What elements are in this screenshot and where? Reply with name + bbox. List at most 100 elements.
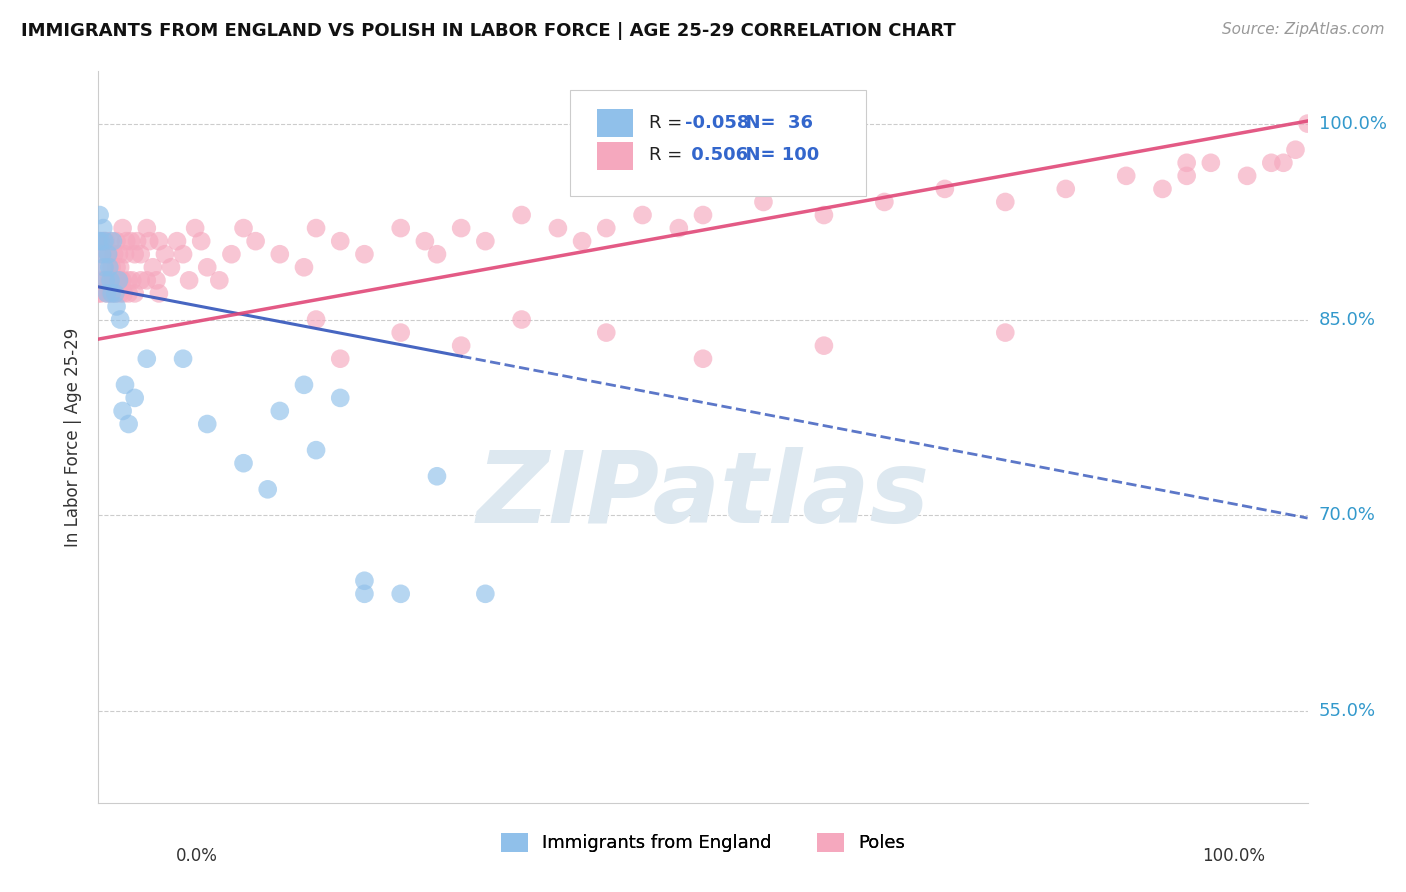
Point (93, 260, 115, 275)
Point (90, 234, 112, 248)
Point (668, 221, 690, 235)
Point (179, 273, 201, 287)
Point (87, 234, 110, 248)
Text: 70.0%: 70.0% (1319, 507, 1375, 524)
Point (101, 273, 124, 287)
Point (208, 273, 231, 287)
Point (166, 234, 188, 248)
Point (692, 208, 714, 222)
Y-axis label: In Labor Force | Age 25-29: In Labor Force | Age 25-29 (65, 327, 83, 547)
Text: 0.0%: 0.0% (176, 847, 218, 864)
Point (91, 221, 114, 235)
Point (595, 326, 617, 340)
Point (110, 273, 132, 287)
Point (353, 574, 375, 588)
Point (107, 273, 129, 287)
Text: 85.0%: 85.0% (1319, 310, 1375, 328)
Text: R =: R = (648, 114, 688, 132)
Point (994, 326, 1017, 340)
Point (172, 247, 194, 261)
Point (115, 234, 138, 248)
Point (195, 260, 218, 275)
Point (245, 234, 267, 248)
Point (595, 221, 617, 235)
Legend: Immigrants from England, Poles: Immigrants from England, Poles (494, 826, 912, 860)
Point (127, 234, 149, 248)
Point (329, 234, 352, 248)
Point (148, 286, 170, 301)
Point (1115, 169, 1137, 183)
Text: 100.0%: 100.0% (1319, 114, 1386, 133)
Point (692, 351, 714, 366)
Text: R =: R = (648, 146, 688, 164)
Point (111, 273, 134, 287)
Point (450, 221, 472, 235)
Point (108, 247, 131, 261)
Point (1054, 182, 1077, 196)
Text: 100.0%: 100.0% (1202, 847, 1265, 864)
Point (135, 273, 157, 287)
Point (94, 273, 117, 287)
Point (510, 312, 533, 326)
Point (426, 247, 449, 261)
Point (389, 221, 412, 235)
Point (153, 247, 176, 261)
Point (89, 208, 111, 222)
Point (474, 234, 496, 248)
Point (100, 234, 122, 248)
Point (1175, 169, 1198, 183)
Point (93, 234, 115, 248)
Point (190, 234, 212, 248)
Point (91, 247, 114, 261)
Point (138, 234, 160, 248)
Point (111, 404, 134, 418)
Point (124, 286, 146, 301)
Point (91, 234, 114, 248)
Point (172, 351, 194, 366)
Point (105, 234, 128, 248)
Point (305, 221, 328, 235)
Point (329, 351, 352, 366)
Point (232, 456, 254, 470)
Point (1236, 169, 1258, 183)
Text: 0.506: 0.506 (685, 146, 748, 164)
FancyBboxPatch shape (596, 143, 633, 170)
Point (547, 221, 569, 235)
Point (100, 260, 122, 275)
Point (221, 247, 243, 261)
Point (353, 247, 375, 261)
Point (426, 469, 449, 483)
Point (1199, 156, 1222, 170)
Point (353, 587, 375, 601)
Point (1260, 156, 1282, 170)
Point (292, 260, 315, 275)
Point (97, 247, 120, 261)
Point (184, 221, 207, 235)
Point (631, 208, 654, 222)
Point (98, 260, 121, 275)
Point (104, 286, 127, 301)
Point (571, 234, 593, 248)
Point (474, 587, 496, 601)
Point (305, 443, 328, 458)
Point (87, 286, 110, 301)
FancyBboxPatch shape (596, 110, 633, 137)
Point (94, 234, 117, 248)
Point (100, 286, 122, 301)
Point (413, 234, 436, 248)
Point (93, 273, 115, 287)
Point (1152, 182, 1174, 196)
Point (160, 260, 183, 275)
Point (873, 194, 896, 209)
Point (934, 182, 956, 196)
Point (292, 377, 315, 392)
Point (118, 286, 141, 301)
Point (96, 286, 118, 301)
Point (124, 247, 146, 261)
Point (90, 286, 112, 301)
Point (135, 351, 157, 366)
Point (148, 234, 170, 248)
Point (98, 273, 121, 287)
Point (129, 247, 152, 261)
Point (96, 286, 118, 301)
